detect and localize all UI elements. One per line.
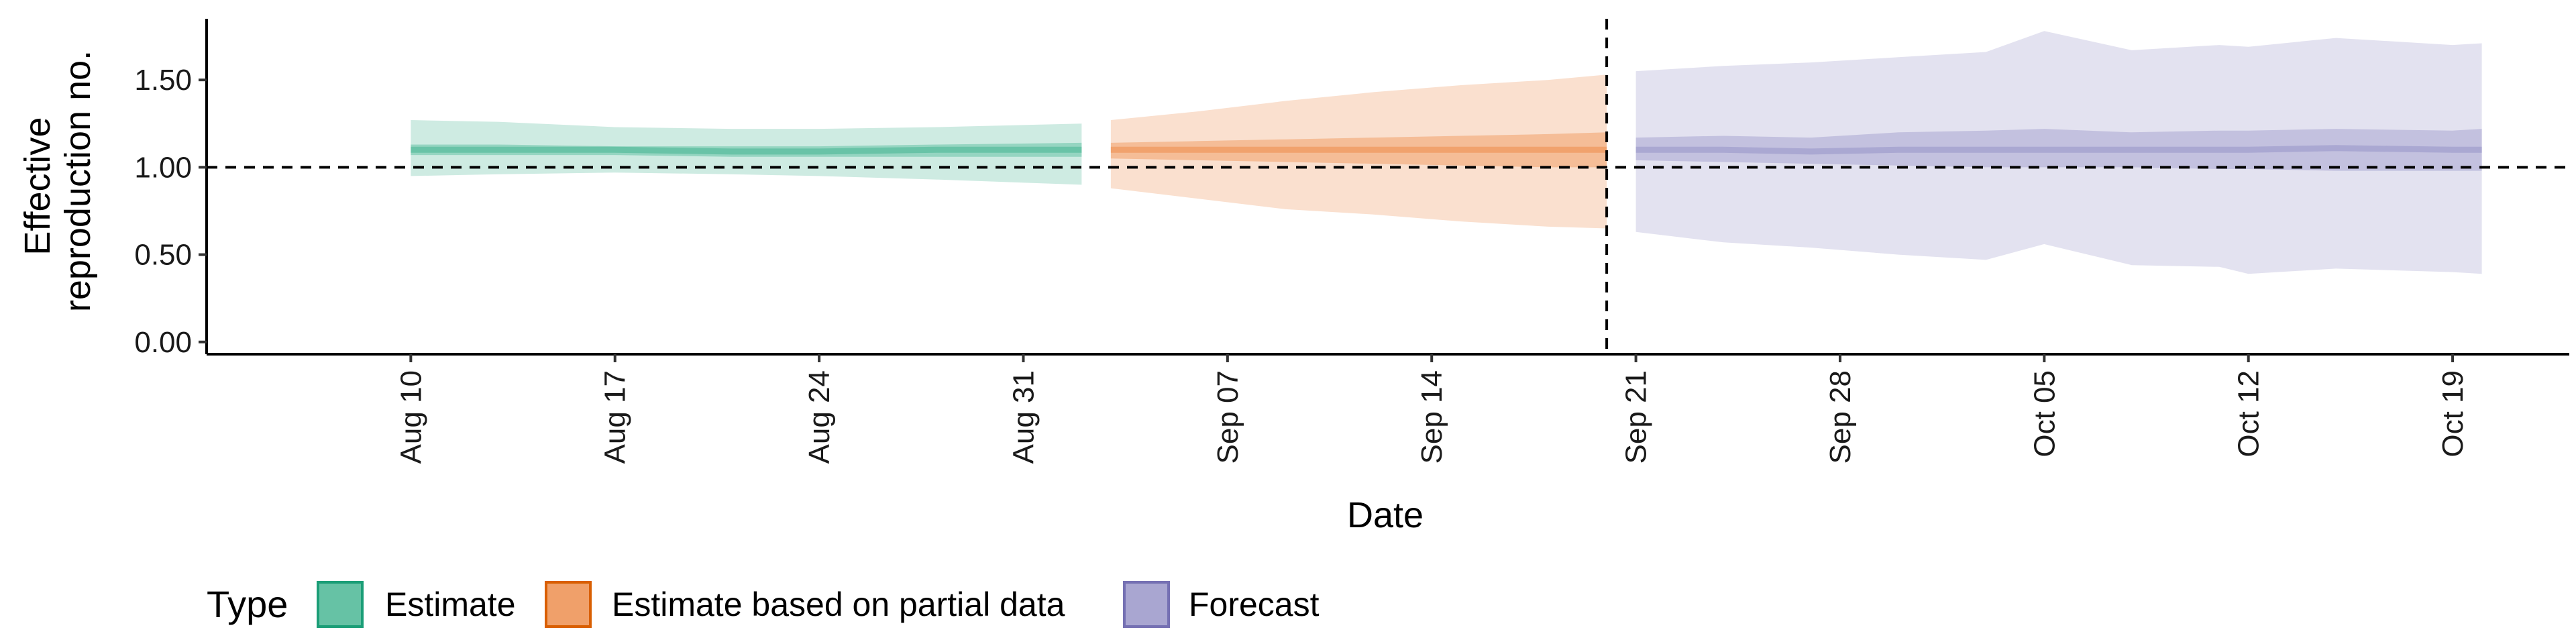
axes: 0.00 0.50 1.00 1.50 Aug 10 Aug 17 Aug 24 Aug 31… xyxy=(134,19,2569,464)
y-tick-label: 1.50 xyxy=(134,64,192,97)
y-axis-title-line-1: Effective xyxy=(17,117,58,255)
x-tick-label: Aug 10 xyxy=(394,370,427,464)
legend-label-estimate: Estimate xyxy=(385,586,516,623)
legend-key-forecast xyxy=(1123,581,1170,628)
y-tick-label: 0.00 xyxy=(134,326,192,359)
forecast-median-line xyxy=(1635,145,2482,155)
legend-title: Type xyxy=(207,583,288,625)
estimate-median-line xyxy=(411,146,1082,155)
legend-key-partial xyxy=(545,581,592,628)
x-tick-label: Sep 28 xyxy=(1824,370,1857,464)
y-axis-title: Effective reproduction no. xyxy=(17,50,98,312)
y-tick-label: 1.00 xyxy=(134,151,192,184)
legend-label-forecast: Forecast xyxy=(1189,586,1320,623)
legend-label-partial: Estimate based on partial data xyxy=(612,586,1065,623)
x-tick-label: Aug 31 xyxy=(1007,370,1040,464)
y-axis-title-line-2: reproduction no. xyxy=(58,50,98,312)
x-tick-label: Oct 05 xyxy=(2028,370,2061,458)
legend-key-estimate xyxy=(317,581,364,628)
x-tick-label: Aug 17 xyxy=(599,370,632,464)
y-tick-label: 0.50 xyxy=(134,239,192,272)
x-tick-label: Sep 21 xyxy=(1620,370,1653,464)
legend: Type Estimate Estimate based on partial … xyxy=(207,581,1320,628)
x-tick-label: Aug 24 xyxy=(803,370,836,464)
x-tick-label: Oct 19 xyxy=(2436,370,2469,458)
x-tick-label: Sep 07 xyxy=(1212,370,1244,464)
plot-lines xyxy=(207,19,2569,354)
x-tick-label: Sep 14 xyxy=(1415,370,1448,464)
x-tick-label: Oct 12 xyxy=(2233,370,2265,458)
x-axis-title: Date xyxy=(1347,495,1424,535)
